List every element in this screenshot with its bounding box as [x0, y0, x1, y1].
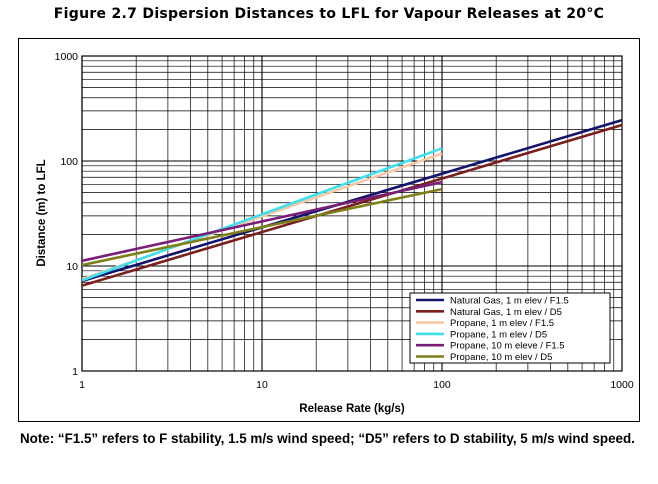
x-axis-label: Release Rate (kg/s): [299, 403, 405, 415]
x-tick-label: 100: [433, 379, 451, 391]
y-tick-label: 100: [60, 156, 78, 168]
figure-title: Figure 2.7 Dispersion Distances to LFL f…: [53, 6, 605, 22]
y-tick-labels: 1 10 100 1000: [55, 51, 79, 378]
y-tick-label: 1: [72, 366, 78, 378]
series-line: [82, 187, 443, 267]
x-tick-label: 10: [256, 379, 268, 391]
footnote: Note: “F1.5” refers to F stability, 1.5 …: [20, 431, 635, 446]
legend-label: Natural Gas, 1 m elev / F1.5: [450, 296, 569, 307]
x-tick-label: 1000: [610, 379, 634, 391]
legend-label: Propane, 1 m elev / F1.5: [450, 318, 554, 329]
plot-area: [81, 55, 623, 372]
legend-box: [409, 292, 611, 364]
x-tick-label: 1: [79, 379, 85, 391]
legend-label: Natural Gas, 1 m elev / D5: [450, 307, 562, 318]
legend-label: Propane, 1 m elev / D5: [450, 329, 547, 340]
series-line: [82, 180, 443, 263]
series-line: [82, 123, 622, 287]
x-tick-labels: 1 10 100 1000: [79, 379, 634, 391]
legend-label: Propane, 10 m eleve / F1.5: [450, 341, 565, 352]
y-tick-label: 1000: [55, 51, 79, 63]
chart-frame: [18, 38, 640, 422]
y-tick-label: 10: [66, 261, 78, 273]
series-line: [82, 147, 443, 282]
legend-label: Propane, 10 m elev / D5: [450, 352, 552, 363]
dispersion-chart: 1 10 100 1000 1 10 100 1000 Release Rate (kg/s…: [36, 51, 634, 415]
y-axis-label: Distance (m) to LFL: [36, 159, 48, 266]
series-layer: [82, 118, 622, 287]
